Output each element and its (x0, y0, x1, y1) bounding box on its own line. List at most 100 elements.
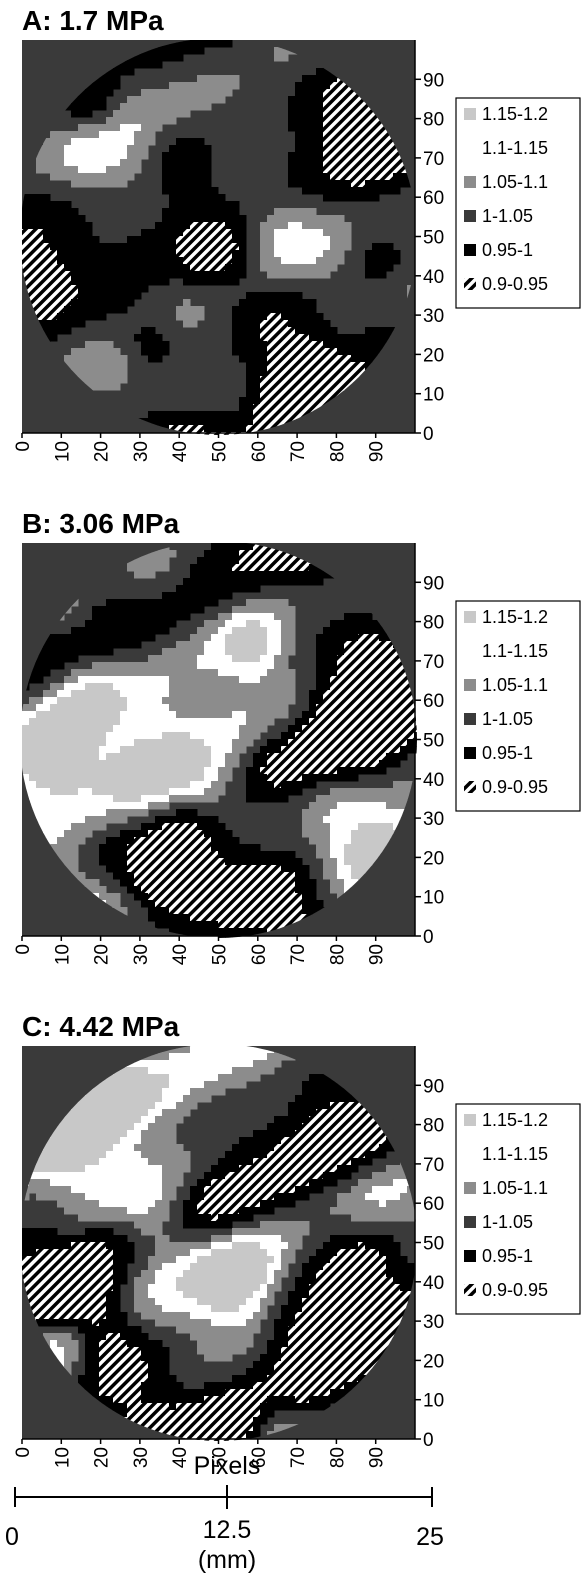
y-tick-label: 20 (423, 345, 444, 366)
legend-swatch (464, 645, 476, 657)
legend-swatch (464, 142, 476, 154)
legend-label: 1.05-1.1 (482, 172, 548, 192)
x-tick-label: 60 (249, 944, 270, 965)
x-tick-label: 0 (13, 1447, 34, 1458)
y-tick-label: 0 (423, 927, 434, 948)
x-tick-label: 10 (52, 944, 73, 965)
legend-swatch (464, 210, 476, 222)
x-tick-label: 50 (210, 441, 231, 462)
y-tick-label: 0 (423, 424, 434, 445)
legend-label: 1.15-1.2 (482, 607, 548, 627)
legend-label: 1.15-1.2 (482, 104, 548, 124)
scale-unit: (mm) (198, 1546, 256, 1574)
legend: 1.15-1.2 1.1-1.15 1.05-1.1 1-1.05 0.95-1 0.9-… (455, 97, 581, 309)
x-tick-label: 50 (210, 1447, 231, 1468)
legend: 1.15-1.2 1.1-1.15 1.05-1.1 1-1.05 0.95-1 0.9-… (455, 600, 581, 812)
legend-swatch (464, 176, 476, 188)
x-tick-label: 90 (367, 944, 388, 965)
y-tick-label: 70 (423, 1155, 444, 1176)
y-tick-label: 80 (423, 1116, 444, 1137)
legend-swatch (464, 713, 476, 725)
legend-swatch (464, 1148, 476, 1160)
x-tick-label: 40 (170, 441, 191, 462)
x-tick-label: 70 (288, 441, 309, 462)
y-tick-label: 80 (423, 613, 444, 634)
y-tick-label: 10 (423, 1391, 444, 1412)
scale-label-end: 25 (416, 1523, 444, 1551)
scale-label-start: 0 (5, 1523, 19, 1551)
x-tick-label: 10 (52, 441, 73, 462)
y-tick-label: 10 (423, 385, 444, 406)
legend-swatch (464, 108, 476, 120)
y-tick-label: 60 (423, 691, 444, 712)
legend-label: 1.15-1.2 (482, 1110, 548, 1130)
x-tick-label: 60 (249, 441, 270, 462)
legend-label: 0.95-1 (482, 743, 533, 763)
legend-label: 1.05-1.1 (482, 1178, 548, 1198)
y-tick-label: 80 (423, 110, 444, 131)
y-tick-label: 10 (423, 888, 444, 909)
legend-swatch (464, 679, 476, 691)
x-tick-label: 90 (367, 1447, 388, 1468)
legend-label: 1-1.05 (482, 206, 533, 226)
legend-label: 1-1.05 (482, 709, 533, 729)
y-tick-label: 20 (423, 848, 444, 869)
y-tick-label: 90 (423, 1076, 444, 1097)
panel-title: A: 1.7 MPa (22, 5, 164, 36)
legend-swatch (464, 747, 476, 759)
legend-swatch (464, 278, 476, 290)
x-tick-label: 60 (249, 1447, 270, 1468)
y-tick-label: 60 (423, 188, 444, 209)
x-tick-label: 80 (327, 1447, 348, 1468)
x-tick-label: 30 (131, 944, 152, 965)
y-tick-label: 30 (423, 306, 444, 327)
x-tick-label: 20 (92, 1447, 113, 1468)
y-tick-label: 0 (423, 1430, 434, 1451)
panel-title: B: 3.06 MPa (22, 508, 180, 539)
x-tick-label: 70 (288, 944, 309, 965)
x-tick-label: 80 (327, 441, 348, 462)
panel-a: A: 1.7 MPa 0 10 20 30 40 50 60 70 80 90 0 10 20 30 40 50… (13, 5, 581, 462)
legend-swatch (464, 1216, 476, 1228)
legend-label: 1.1-1.15 (482, 1144, 548, 1164)
legend-label: 0.9-0.95 (482, 1280, 548, 1300)
x-tick-label: 30 (131, 1447, 152, 1468)
legend-swatch (464, 1114, 476, 1126)
y-tick-label: 60 (423, 1194, 444, 1215)
legend-swatch (464, 1284, 476, 1296)
y-tick-label: 70 (423, 652, 444, 673)
legend-label: 1.05-1.1 (482, 675, 548, 695)
x-tick-label: 70 (288, 1447, 309, 1468)
y-tick-label: 90 (423, 573, 444, 594)
x-tick-label: 90 (367, 441, 388, 462)
y-tick-label: 20 (423, 1351, 444, 1372)
y-tick-label: 50 (423, 228, 444, 249)
legend-label: 1.1-1.15 (482, 138, 548, 158)
x-tick-label: 30 (131, 441, 152, 462)
legend-label: 1.1-1.15 (482, 641, 548, 661)
x-tick-label: 40 (170, 944, 191, 965)
legend-label: 1-1.05 (482, 1212, 533, 1232)
x-tick-label: 40 (170, 1447, 191, 1468)
y-tick-label: 40 (423, 267, 444, 288)
x-axis-label: Pixels (194, 1452, 261, 1480)
panel-b: B: 3.06 MPa 0 10 20 30 40 50 60 70 80 90 0 10 20 30 40 5… (13, 508, 581, 965)
panel-title: C: 4.42 MPa (22, 1011, 180, 1042)
y-tick-label: 70 (423, 149, 444, 170)
x-tick-label: 10 (52, 1447, 73, 1468)
legend-swatch (464, 611, 476, 623)
legend-label: 0.95-1 (482, 1246, 533, 1266)
y-tick-label: 90 (423, 70, 444, 91)
legend-swatch (464, 1250, 476, 1262)
legend-label: 0.9-0.95 (482, 777, 548, 797)
y-tick-label: 30 (423, 1312, 444, 1333)
legend: 1.15-1.2 1.1-1.15 1.05-1.1 1-1.05 0.95-1 0.9-… (455, 1103, 581, 1315)
scale-label-mid: 12.5 (203, 1516, 252, 1544)
x-tick-label: 80 (327, 944, 348, 965)
x-tick-label: 0 (13, 944, 34, 955)
legend-swatch (464, 781, 476, 793)
legend-swatch (464, 244, 476, 256)
y-tick-label: 30 (423, 809, 444, 830)
y-tick-label: 40 (423, 770, 444, 791)
